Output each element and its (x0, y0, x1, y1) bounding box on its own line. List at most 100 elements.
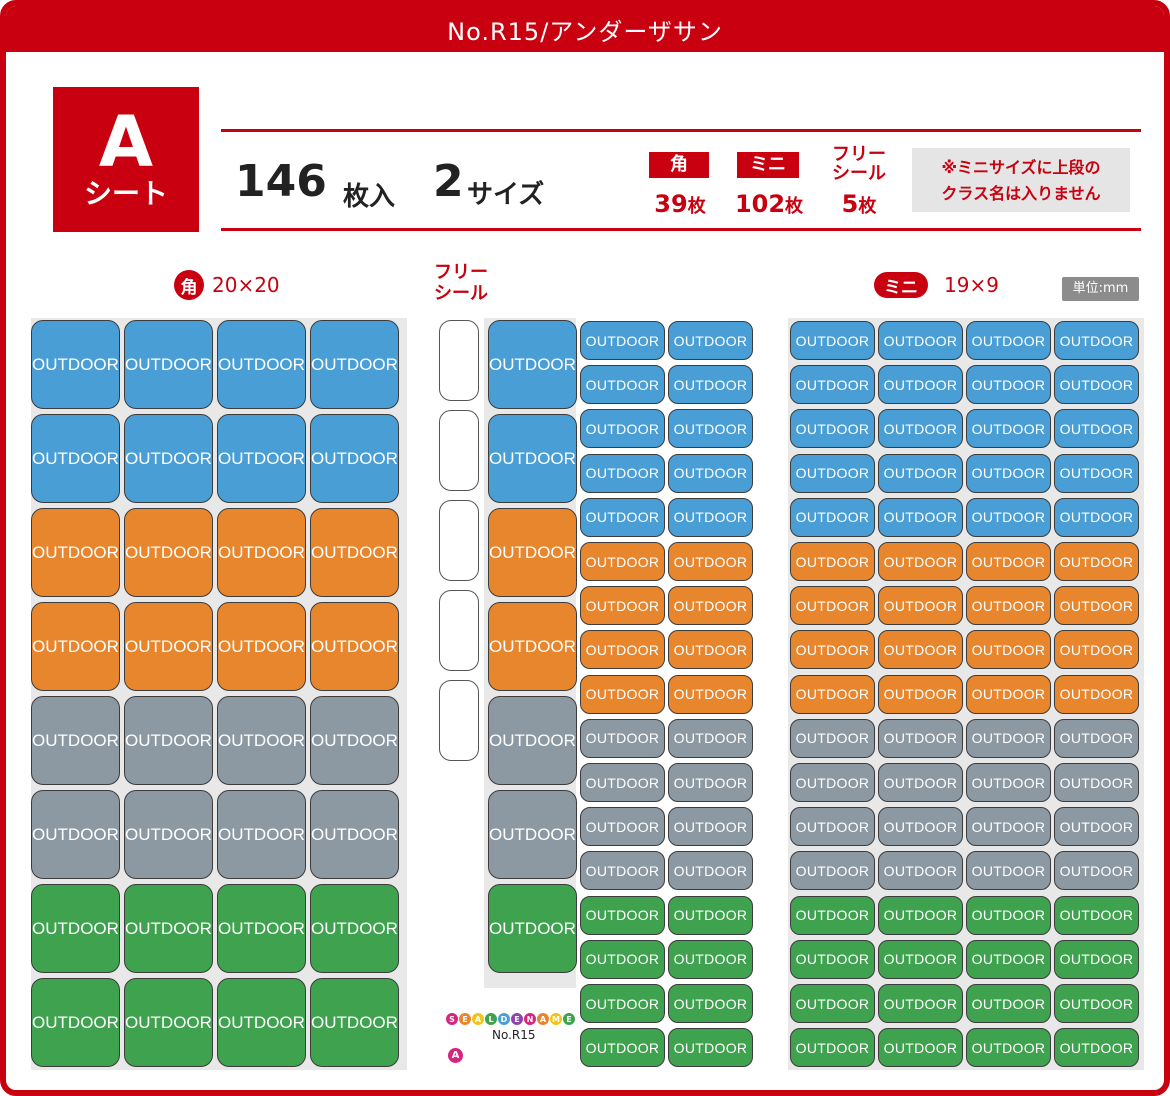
mini-sticker: OUTDOOR (966, 984, 1051, 1023)
unit-label: 単位:mm (1062, 277, 1139, 301)
total-count: 146 (235, 156, 327, 207)
logo-letter: E (563, 1013, 575, 1025)
logo-letter: A (537, 1013, 549, 1025)
note-line: ※ミニサイズに上段の (941, 158, 1101, 177)
mini-sticker: OUTDOOR (580, 718, 665, 758)
size-unit: サイズ (467, 180, 545, 210)
square-sticker: OUTDOOR (310, 320, 399, 409)
mini-sticker: OUTDOOR (668, 365, 753, 405)
mini-sticker: OUTDOOR (878, 895, 963, 935)
mini-sticker: OUTDOOR (790, 586, 875, 626)
square-sticker: OUTDOOR (124, 414, 213, 503)
mini-sticker: OUTDOOR (668, 984, 753, 1023)
mini-sticker: OUTDOOR (668, 807, 753, 847)
free-count: 5枚 (841, 190, 877, 218)
page-title: No.R15/アンダーザサン (6, 6, 1164, 52)
mini-sticker: OUTDOOR (878, 674, 963, 714)
mini-sticker: OUTDOOR (790, 984, 875, 1023)
square-sticker: OUTDOOR (217, 320, 306, 409)
mini-sticker: OUTDOOR (790, 939, 875, 979)
mini-sticker: OUTDOOR (668, 851, 753, 891)
mini-sticker: OUTDOOR (580, 1028, 665, 1068)
mini-sticker: OUTDOOR (1054, 497, 1139, 537)
product-code: No.R15 (492, 1028, 536, 1042)
mini-sticker: OUTDOOR (878, 586, 963, 626)
mini-sticker: OUTDOOR (790, 365, 875, 405)
mini-sticker: OUTDOOR (580, 453, 665, 493)
mini-count: 102枚 (734, 190, 804, 218)
mini-sticker: OUTDOOR (790, 807, 875, 847)
mini-sticker: OUTDOOR (580, 939, 665, 979)
free-head-line: シール (434, 283, 488, 304)
mini-sticker: OUTDOOR (580, 542, 665, 581)
free-seal (439, 590, 479, 671)
mini-sticker: OUTDOOR (878, 851, 963, 891)
mini-sticker: OUTDOOR (790, 763, 875, 802)
mini-sticker: OUTDOOR (878, 365, 963, 405)
free-seal (439, 320, 479, 401)
square-sticker: OUTDOOR (124, 696, 213, 785)
sheet-badge: A シート (53, 87, 199, 232)
square-sticker: OUTDOOR (31, 696, 120, 785)
mini-sticker: OUTDOOR (790, 542, 875, 581)
mini-sticker: OUTDOOR (668, 497, 753, 537)
mini-sticker: OUTDOOR (1054, 409, 1139, 449)
square-sticker: OUTDOOR (310, 978, 399, 1067)
square-sticker: OUTDOOR (124, 508, 213, 597)
square-sticker: OUTDOOR (217, 884, 306, 973)
square-sticker: OUTDOOR (31, 790, 120, 879)
mini-sticker: OUTDOOR (966, 321, 1051, 360)
mini-sticker: OUTDOOR (580, 674, 665, 714)
mini-sticker: OUTDOOR (790, 453, 875, 493)
mini-sticker: OUTDOOR (580, 630, 665, 670)
mini-sticker: OUTDOOR (580, 409, 665, 449)
square-sticker: OUTDOOR (310, 884, 399, 973)
free-seal (439, 410, 479, 491)
mini-sticker: OUTDOOR (966, 586, 1051, 626)
mini-sticker: OUTDOOR (580, 984, 665, 1023)
mini-sticker: OUTDOOR (580, 365, 665, 405)
mini-sticker: OUTDOOR (790, 409, 875, 449)
mini-sticker: OUTDOOR (668, 409, 753, 449)
mini-sticker: OUTDOOR (1054, 453, 1139, 493)
mini-sticker: OUTDOOR (878, 453, 963, 493)
square-sticker: OUTDOOR (488, 790, 577, 879)
free-count-label: フリー シール (832, 144, 886, 184)
mini-sticker: OUTDOOR (668, 718, 753, 758)
sheet-word: シート (83, 177, 168, 210)
mini-sticker: OUTDOOR (878, 409, 963, 449)
mini-sticker: OUTDOOR (1054, 630, 1139, 670)
mini-sticker: OUTDOOR (966, 807, 1051, 847)
mini-sticker: OUTDOOR (966, 851, 1051, 891)
mini-sticker: OUTDOOR (790, 851, 875, 891)
square-sticker: OUTDOOR (310, 414, 399, 503)
mini-sticker: OUTDOOR (878, 497, 963, 537)
note-line: クラス名は入りません (941, 184, 1101, 203)
square-sticker: OUTDOOR (124, 978, 213, 1067)
mini-sticker: OUTDOOR (668, 321, 753, 360)
free-seal (439, 500, 479, 581)
mini-sticker: OUTDOOR (668, 586, 753, 626)
logo-letter: D (498, 1013, 510, 1025)
mini-sticker: OUTDOOR (668, 542, 753, 581)
square-sticker: OUTDOOR (310, 790, 399, 879)
square-sticker: OUTDOOR (124, 320, 213, 409)
logo-letter: A (472, 1013, 484, 1025)
square-section-header: 角 20×20 (174, 270, 280, 300)
mini-sticker: OUTDOOR (966, 365, 1051, 405)
mini-dims: 19×9 (944, 273, 999, 297)
square-count-label: 角 (649, 152, 709, 178)
mini-sticker: OUTDOOR (878, 939, 963, 979)
square-sticker: OUTDOOR (31, 602, 120, 691)
mini-sticker: OUTDOOR (878, 1028, 963, 1068)
mini-sticker: OUTDOOR (966, 630, 1051, 670)
square-sticker: OUTDOOR (31, 978, 120, 1067)
mini-count-label: ミニ (737, 152, 799, 178)
square-sticker: OUTDOOR (217, 602, 306, 691)
mini-sticker: OUTDOOR (966, 674, 1051, 714)
mini-sticker: OUTDOOR (580, 895, 665, 935)
free-section-header: フリー シール (426, 262, 496, 304)
header-rule-bottom (221, 228, 1141, 231)
